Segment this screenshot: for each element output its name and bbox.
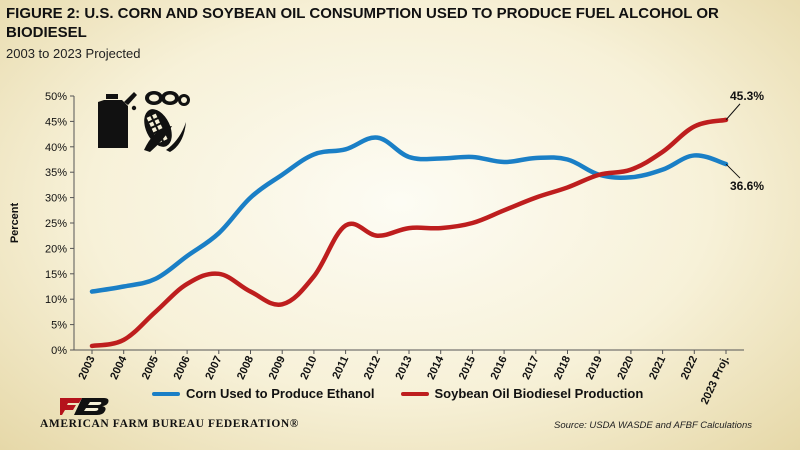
- x-tick-label: 2016: [489, 354, 510, 381]
- x-tick-label: 2004: [108, 353, 130, 381]
- x-tick-label: 2023 Proj.: [699, 354, 732, 406]
- y-tick-label: 25%: [45, 218, 67, 230]
- y-tick-label: 40%: [45, 142, 67, 154]
- x-tick-label: 2005: [140, 354, 161, 381]
- chart-title: FIGURE 2: U.S. CORN AND SOYBEAN OIL CONS…: [6, 5, 719, 41]
- y-tick-label: 15%: [45, 269, 67, 281]
- x-tick-label: 2021: [647, 354, 668, 381]
- corn-icon: [144, 109, 186, 152]
- y-tick-label: 30%: [45, 193, 67, 205]
- chart-subtitle: 2003 to 2023 Projected: [6, 46, 141, 61]
- x-tick-label: 2020: [615, 354, 636, 381]
- x-tick-label: 2012: [362, 354, 383, 381]
- legend-swatch-corn: [152, 391, 180, 396]
- x-tick-label: 2008: [235, 354, 256, 381]
- legend-label-soy: Soybean Oil Biodiesel Production: [434, 386, 644, 401]
- annotation-leader: [725, 103, 741, 121]
- soybean-icon: [145, 91, 190, 106]
- y-tick-label: 20%: [45, 243, 67, 255]
- x-tick-label: 2013: [393, 354, 414, 381]
- y-tick-label: 45%: [45, 116, 67, 128]
- y-tick-label: 5%: [51, 320, 67, 332]
- x-tick-label: 2006: [172, 354, 193, 381]
- x-tick-label: 2017: [520, 354, 541, 381]
- x-tick-label: 2011: [330, 354, 351, 381]
- x-tick-label: 2019: [584, 354, 605, 381]
- x-tick-label: 2007: [203, 354, 224, 381]
- source-note: Source: USDA WASDE and AFBF Calculations: [554, 420, 752, 431]
- x-tick-label: 2009: [267, 354, 288, 381]
- legend-item-soy: Soybean Oil Biodiesel Production: [400, 386, 644, 401]
- y-tick-label: 0%: [51, 345, 67, 357]
- x-tick-label: 2018: [552, 354, 573, 381]
- annotation-soy-value: 45.3%: [730, 89, 764, 103]
- x-tick-label: 2010: [298, 354, 319, 381]
- series-line-corn: [89, 135, 729, 294]
- legend-swatch-soy: [400, 391, 429, 396]
- x-tick-label: 2022: [679, 354, 700, 381]
- fuel-can-icon: [98, 92, 137, 148]
- y-tick-label: 10%: [45, 294, 67, 306]
- afbf-logo-mark: [60, 398, 109, 415]
- org-name: AMERICAN FARM BUREAU FEDERATION®: [40, 418, 299, 430]
- chart-legend: Corn Used to Produce Ethanol Soybean Oil…: [152, 386, 643, 401]
- x-tick-label: 2003: [76, 354, 97, 381]
- legend-label-corn: Corn Used to Produce Ethanol: [186, 386, 375, 401]
- afbf-logo: AMERICAN FARM BUREAU FEDERATION®: [40, 396, 310, 436]
- x-tick-label: 2014: [425, 353, 447, 381]
- legend-item-corn: Corn Used to Produce Ethanol: [152, 386, 375, 401]
- annotation-corn-value: 36.6%: [730, 179, 764, 193]
- fuel-can-corn-soybean-icon: [94, 88, 190, 154]
- y-axis-label: Percent: [9, 202, 21, 243]
- annotation-leader: [725, 163, 741, 179]
- y-tick-label: 35%: [45, 167, 67, 179]
- y-tick-label: 50%: [45, 91, 67, 103]
- x-tick-label: 2015: [457, 354, 478, 381]
